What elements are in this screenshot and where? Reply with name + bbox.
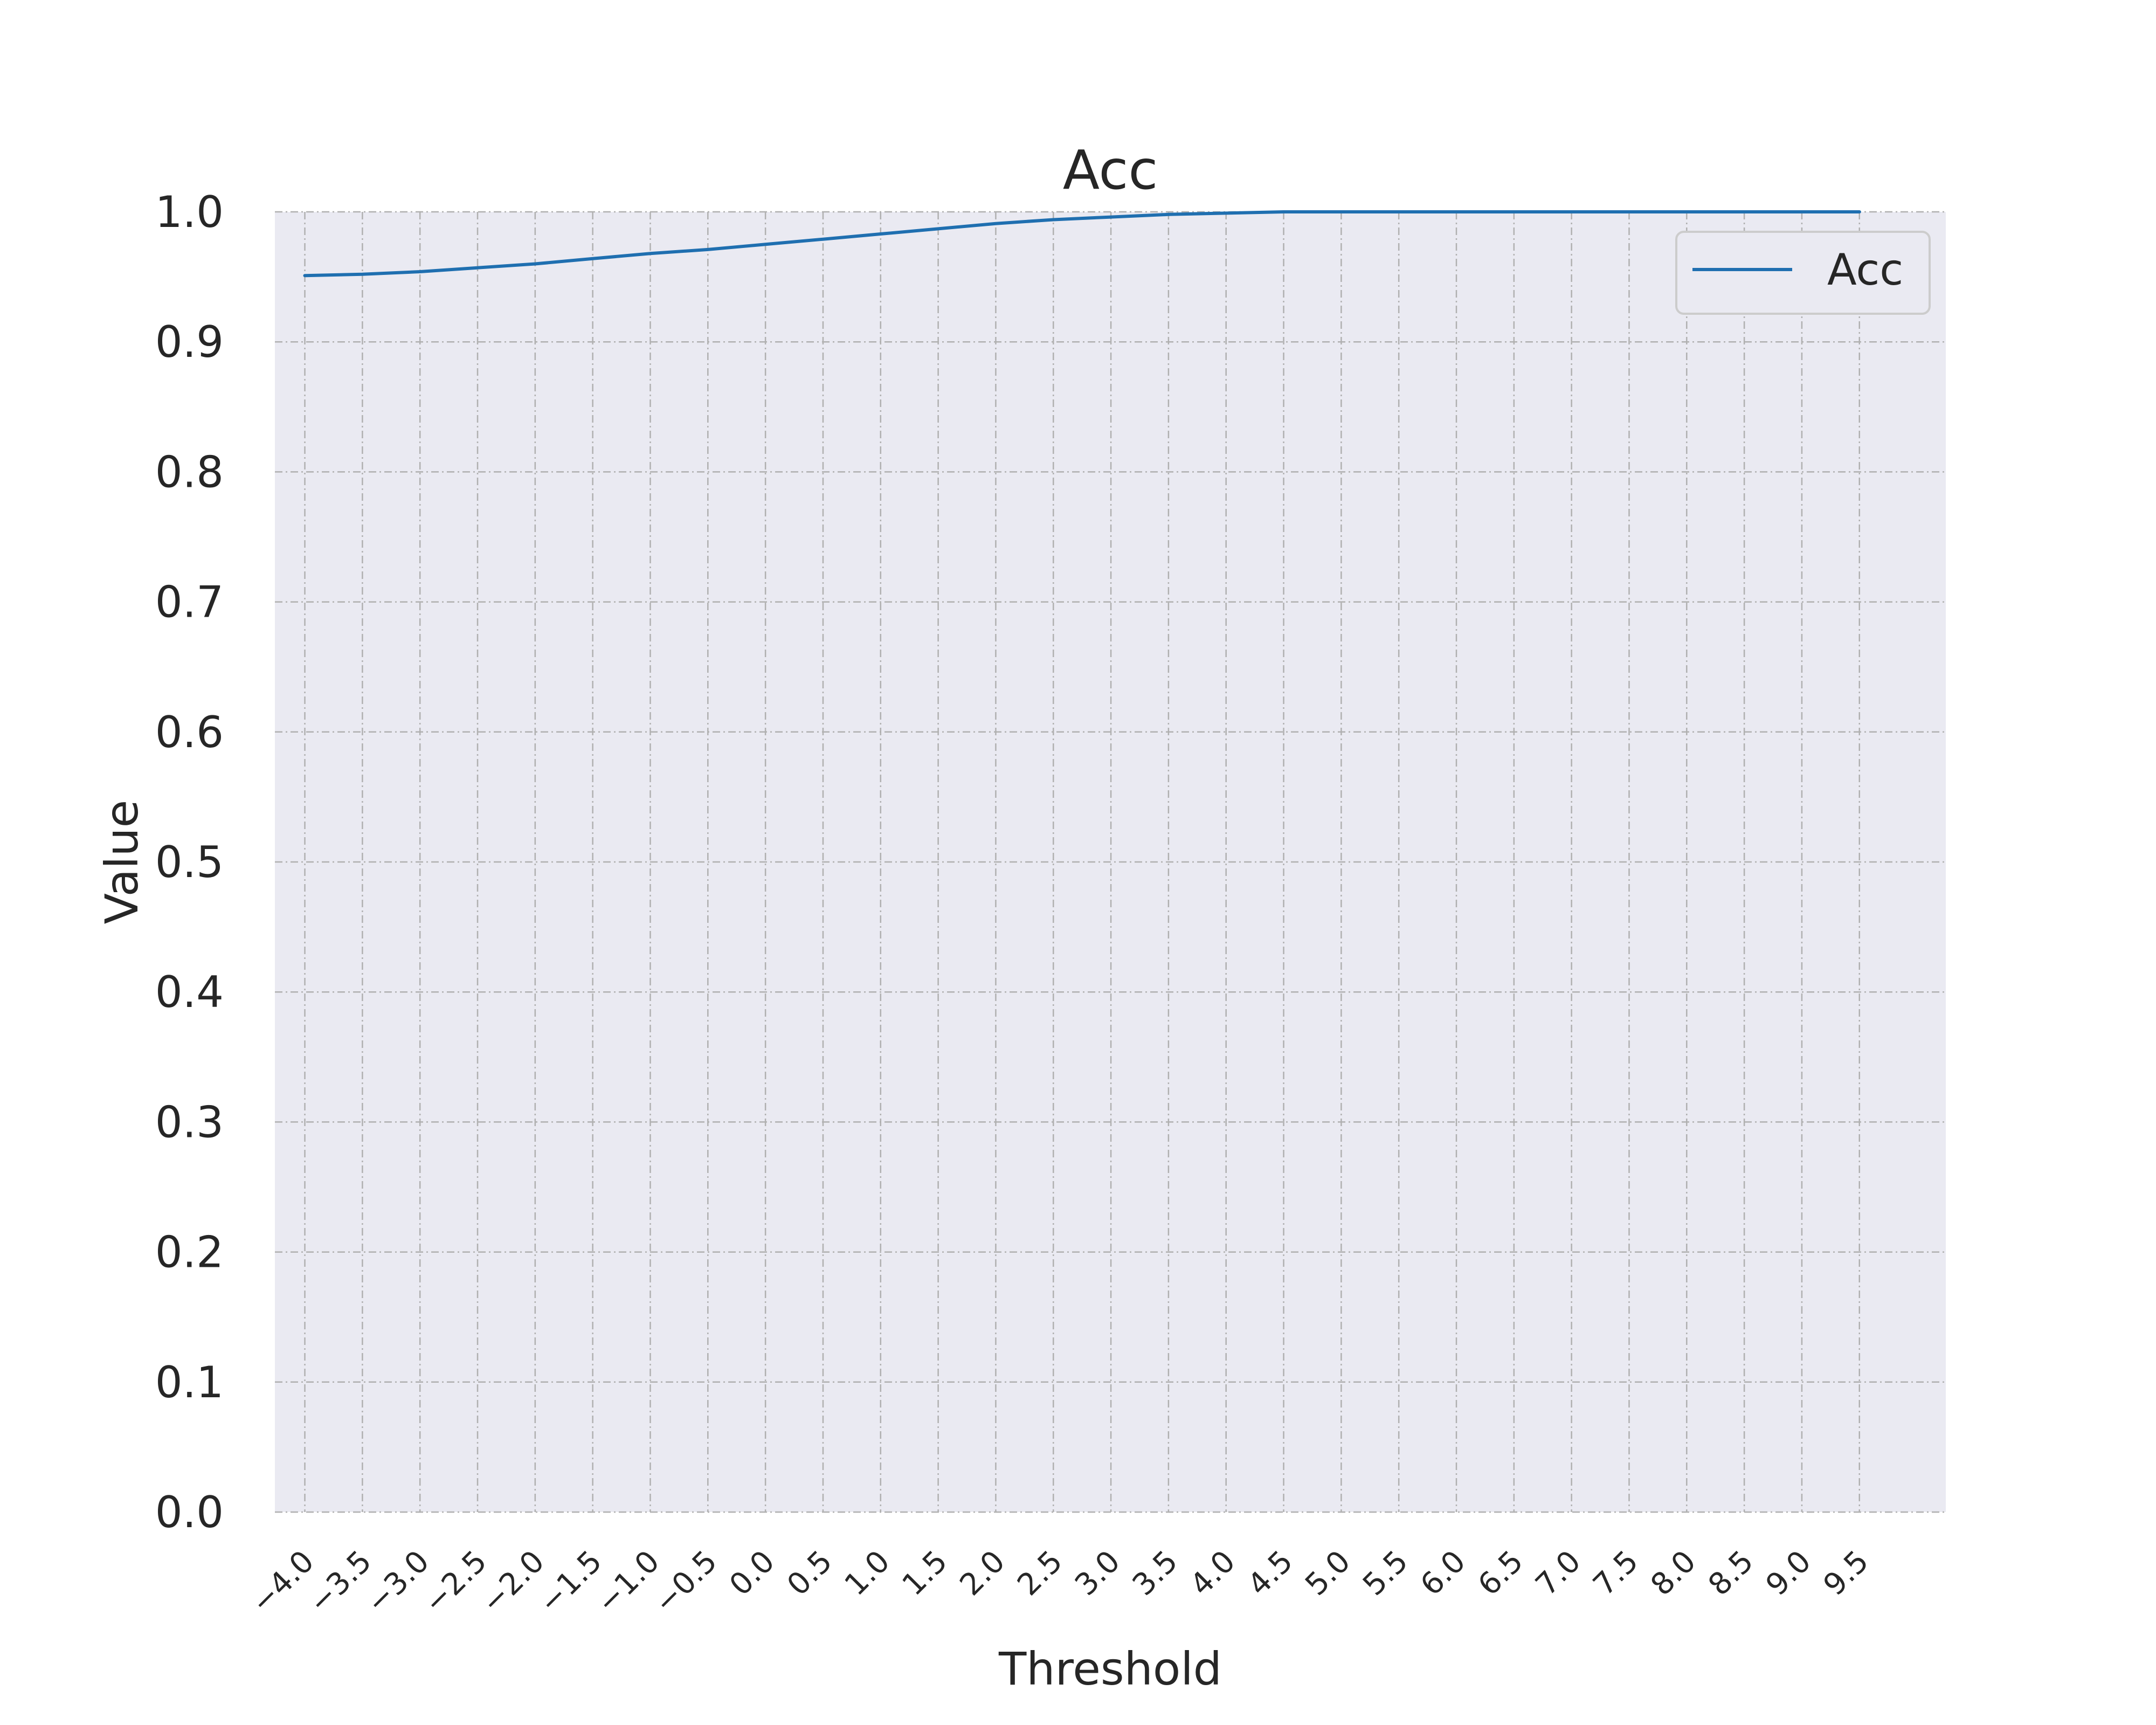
series-lines: [303, 210, 1861, 278]
y-tick-label: 0.5: [155, 837, 224, 887]
grid-lines: [275, 211, 1946, 1513]
y-tick-label: 0.7: [155, 577, 224, 627]
y-tick-label: 1.0: [155, 187, 224, 237]
y-tick-label: 0.8: [155, 447, 224, 497]
legend-label-acc: Acc: [1827, 245, 1903, 295]
chart-title: Acc: [1063, 139, 1158, 202]
y-tick-label: 0.6: [155, 707, 224, 757]
y-tick-label: 0.3: [155, 1097, 224, 1147]
legend-frame: [1675, 231, 1931, 315]
y-tick-label: 0.4: [155, 967, 224, 1017]
y-tick-labels: 0.0 0.1 0.2 0.3 0.4 0.5 0.6 0.7 0.8 0.9 1.0: [155, 187, 224, 1537]
y-axis-label: Value: [95, 800, 148, 924]
y-tick-label: 0.9: [155, 317, 224, 367]
y-tick-label: 0.2: [155, 1227, 224, 1278]
y-tick-label: 0.0: [155, 1487, 224, 1537]
y-tick-label: 0.1: [155, 1357, 224, 1407]
series-line-acc: [303, 210, 1861, 278]
x-axis-label: Threshold: [998, 1643, 1222, 1695]
legend: Acc: [1675, 231, 1931, 315]
